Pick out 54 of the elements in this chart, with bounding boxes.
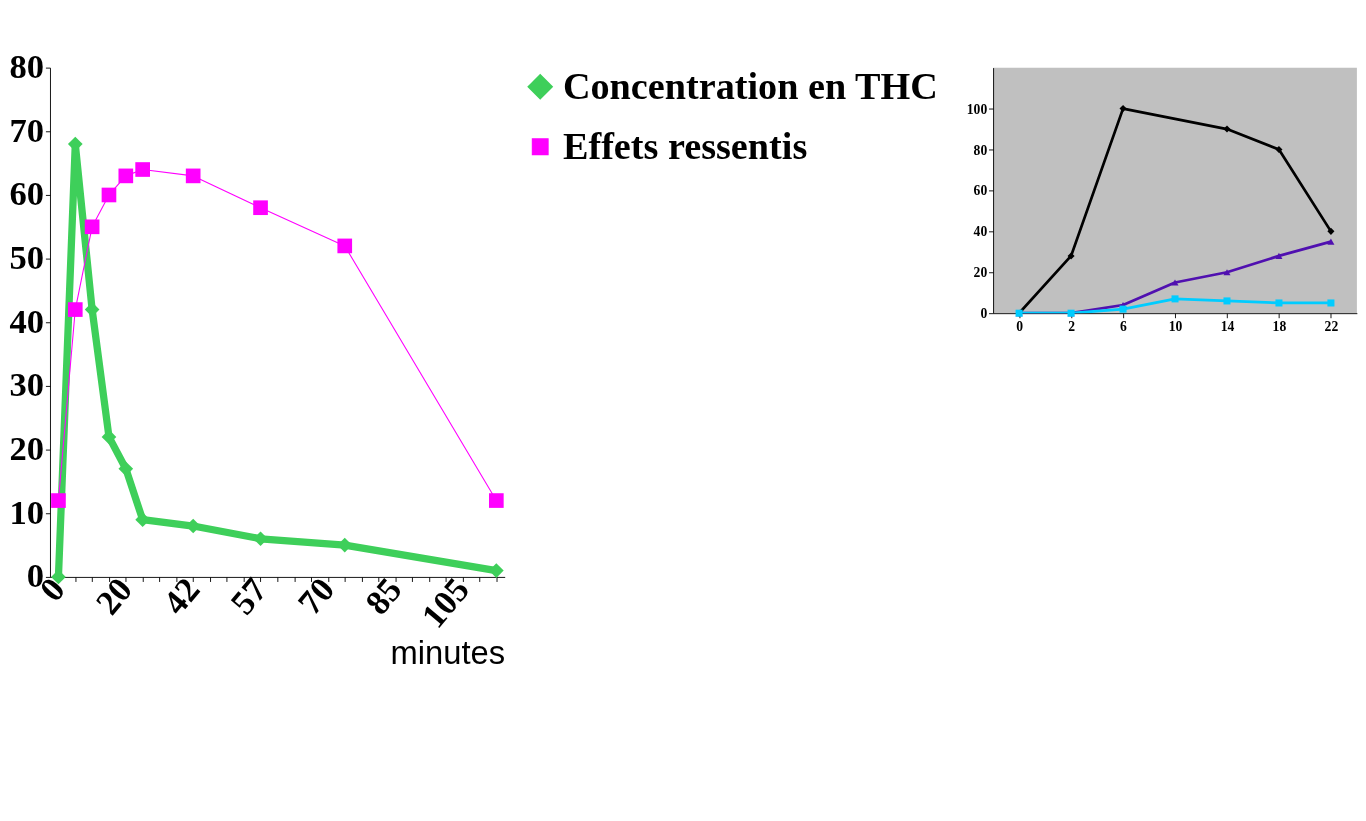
point (1275, 145, 1283, 154)
point (118, 461, 134, 477)
y-tick-label: 80 (973, 142, 988, 158)
point (51, 493, 66, 508)
point (488, 493, 504, 508)
x-tick-label: 57 (222, 570, 275, 622)
point (337, 238, 353, 254)
point (67, 302, 83, 317)
x-tick-label: 6 (1120, 318, 1128, 334)
y-tick-label: 10 (9, 492, 45, 531)
x-tick-label: 20 (87, 570, 140, 622)
point (118, 168, 134, 184)
point (1067, 252, 1075, 260)
point (101, 187, 117, 203)
x-tick-label: 10 (1168, 318, 1183, 334)
y-tick-label: 70 (9, 110, 45, 149)
point (1171, 295, 1179, 303)
point (1327, 238, 1335, 245)
point (185, 168, 201, 184)
y-tick-label: 80 (9, 47, 45, 86)
legend-label: Effets ressentis (562, 124, 808, 167)
y-tick-label: 60 (973, 183, 988, 199)
legend-label: Concentration en THC (562, 64, 938, 107)
point (1327, 299, 1335, 307)
y-tick-label: 20 (973, 265, 988, 281)
x-axis-title: minutes (390, 633, 506, 671)
y-tick-label: 30 (9, 365, 45, 404)
point (1223, 125, 1231, 133)
x-tick-label: 18 (1272, 318, 1287, 334)
point (253, 200, 268, 216)
point (84, 219, 100, 235)
x-tick-label: 0 (1016, 318, 1024, 334)
y-tick-label: 0 (980, 306, 988, 322)
point (1327, 227, 1335, 235)
x-tick-label: 105 (413, 570, 477, 635)
x-tick-label: 2 (1068, 318, 1076, 334)
y-tick-label: 40 (9, 301, 45, 340)
point (1119, 305, 1127, 313)
point (1275, 299, 1283, 307)
y-tick-label: 100 (966, 101, 988, 117)
point (1119, 105, 1127, 113)
point (135, 162, 150, 177)
x-tick-label: 42 (155, 570, 207, 622)
point (1223, 297, 1231, 305)
y-tick-label: 40 (973, 224, 988, 240)
x-tick-label: 85 (357, 570, 409, 622)
y-tick-label: 50 (9, 238, 45, 277)
x-tick-label: 22 (1324, 318, 1339, 334)
point (1171, 279, 1179, 286)
y-tick-label: 60 (9, 174, 45, 213)
y-tick-label: 20 (9, 429, 45, 468)
point (1275, 252, 1283, 259)
x-tick-label: 14 (1220, 318, 1235, 334)
x-tick-label: 70 (290, 570, 342, 622)
